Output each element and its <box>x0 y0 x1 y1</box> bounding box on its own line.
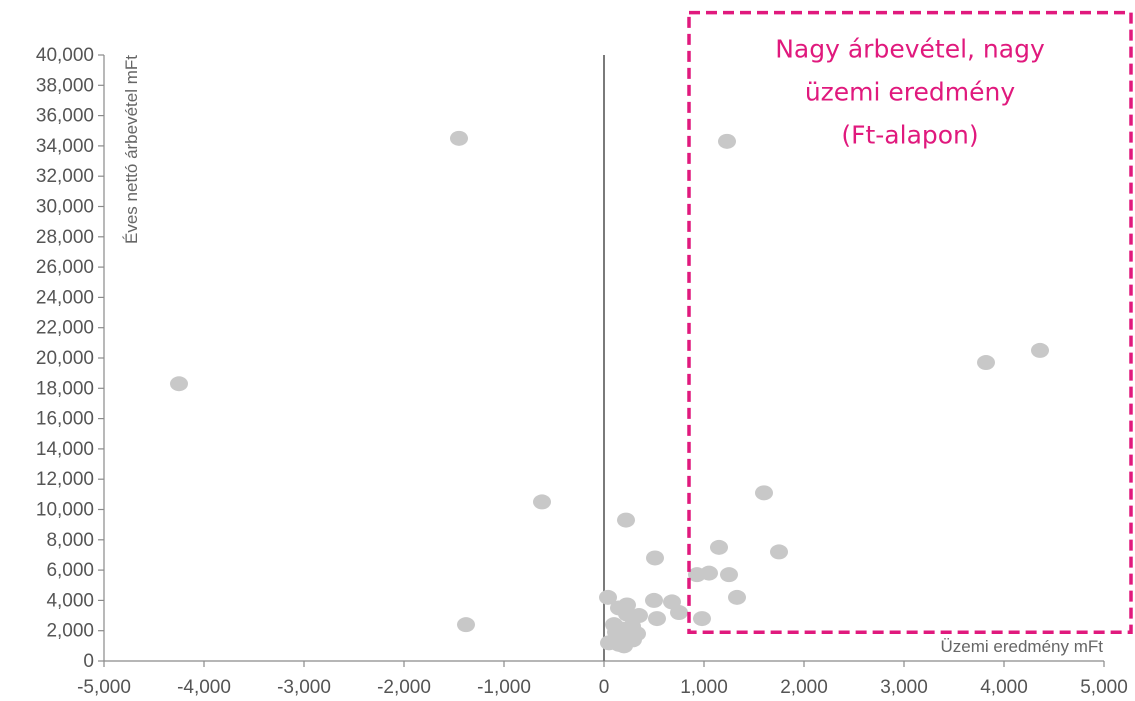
scatter-point <box>755 485 773 501</box>
scatter-point <box>457 617 475 633</box>
y-axis-title: Éves nettó árbevétel mFt <box>122 55 141 244</box>
y-tick-label: 26,000 <box>36 257 94 278</box>
y-tick-label: 36,000 <box>36 106 94 127</box>
scatter-point <box>720 567 738 583</box>
y-tick-label: 20,000 <box>36 348 94 369</box>
y-tick-label: 32,000 <box>36 166 94 187</box>
scatter-point <box>617 512 635 528</box>
scatter-point <box>646 550 664 566</box>
y-tick-label: 2,000 <box>46 621 94 642</box>
scatter-point <box>728 589 746 605</box>
y-tick-label: 28,000 <box>36 227 94 248</box>
annotation-line: (Ft-alapon) <box>841 121 978 150</box>
scatter-point <box>663 594 681 610</box>
scatter-point <box>648 611 666 627</box>
x-tick-label: -5,000 <box>77 677 131 698</box>
x-axis: -5,000 -4,000 -3,000 -2,000 -1,000 0 1,000 2,00… <box>77 660 1128 698</box>
scatter-point <box>1031 342 1049 358</box>
data-points <box>170 130 1049 654</box>
y-tick-label: 6,000 <box>46 560 94 581</box>
y-tick-label: 38,000 <box>36 75 94 96</box>
x-tick-label: -3,000 <box>277 677 331 698</box>
scatter-point <box>700 565 718 581</box>
y-tick-label: 34,000 <box>36 136 94 157</box>
x-tick-label: 2,000 <box>780 677 828 698</box>
scatter-point <box>693 611 711 627</box>
scatter-point <box>170 376 188 392</box>
scatter-point <box>710 539 728 555</box>
y-tick-label: 18,000 <box>36 378 94 399</box>
annotation-box <box>687 10 1133 634</box>
annotation-line: üzemi eredmény <box>805 78 1016 107</box>
scatter-point <box>450 130 468 146</box>
y-tick-label: 24,000 <box>36 287 94 308</box>
scatter-point <box>645 592 663 608</box>
y-tick-label: 16,000 <box>36 409 94 430</box>
x-tick-label: 3,000 <box>880 677 928 698</box>
scatter-point <box>718 133 736 149</box>
y-tick-label: 14,000 <box>36 439 94 460</box>
x-tick-label: -4,000 <box>177 677 231 698</box>
y-tick-label: 12,000 <box>36 469 94 490</box>
scatter-point <box>599 589 617 605</box>
y-tick-label: 4,000 <box>46 590 94 611</box>
scatter-point <box>533 494 551 510</box>
x-tick-label: 4,000 <box>980 677 1028 698</box>
y-tick-label: 40,000 <box>36 45 94 66</box>
x-tick-label: 0 <box>599 677 610 698</box>
x-tick-label: 5,000 <box>1080 677 1128 698</box>
x-tick-label: 1,000 <box>680 677 728 698</box>
y-tick-label: 30,000 <box>36 197 94 218</box>
scatter-point <box>618 606 636 622</box>
x-axis-title: Üzemi eredmény mFt <box>941 637 1104 656</box>
annotation-line: Nagy árbevétel, nagy <box>775 35 1045 64</box>
scatter-point <box>770 544 788 560</box>
y-tick-label: 0 <box>83 651 94 672</box>
x-tick-label: -1,000 <box>477 677 531 698</box>
y-tick-label: 8,000 <box>46 530 94 551</box>
annotation-text: Nagy árbevétel, nagy üzemi eredmény (Ft-al… <box>775 35 1045 150</box>
scatter-point <box>977 355 995 371</box>
y-tick-label: 22,000 <box>36 318 94 339</box>
y-axis: 0 2,000 4,000 6,000 8,000 10,000 12,000 14,000 1… <box>36 45 105 672</box>
x-tick-label: -2,000 <box>377 677 431 698</box>
y-tick-label: 10,000 <box>36 500 94 521</box>
scatter-point <box>624 632 642 648</box>
